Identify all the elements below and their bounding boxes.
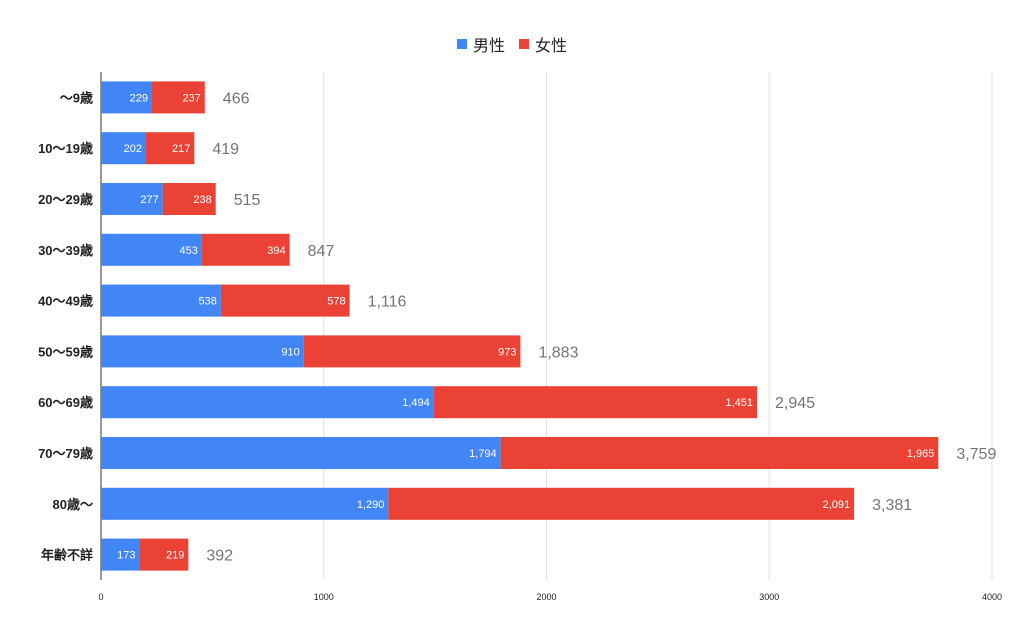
bar-segment: [500, 437, 939, 469]
total-label: 419: [212, 141, 239, 158]
x-tick-label: 0: [98, 592, 103, 602]
bar-segment: [433, 386, 757, 419]
bar-segment: [388, 487, 855, 520]
data-label: 1,451: [725, 397, 753, 409]
bar-segment: [201, 233, 290, 266]
data-label: 578: [327, 296, 345, 308]
category-label: 40〜49歳: [38, 294, 93, 309]
bar-segment: [101, 386, 434, 419]
bar-segment: [101, 284, 221, 317]
total-label: 3,759: [956, 446, 996, 463]
legend-item[interactable]: 女性: [519, 32, 567, 56]
data-label: 229: [130, 92, 148, 104]
bar-segment: [220, 284, 350, 317]
data-label: 538: [198, 296, 216, 308]
category-label: 50〜59歳: [38, 344, 93, 359]
category-label: 〜9歳: [60, 90, 93, 105]
total-label: 2,945: [775, 395, 815, 412]
bar-segment: [101, 335, 304, 368]
total-label: 1,116: [368, 294, 407, 311]
category-label: 30〜39歳: [38, 243, 93, 258]
bar-segment: [101, 538, 140, 571]
x-tick-label: 2000: [536, 592, 556, 602]
bar-segment: [145, 132, 195, 165]
x-tick-label: 1000: [314, 592, 334, 602]
data-label: 202: [124, 143, 142, 155]
bar-segment: [303, 335, 521, 368]
data-label: 2,091: [823, 499, 851, 511]
total-label: 466: [223, 90, 250, 107]
bar-segment: [101, 487, 389, 520]
total-label: 1,883: [538, 344, 578, 361]
category-label: 60〜69歳: [38, 395, 93, 410]
data-label: 453: [180, 245, 198, 257]
bar-segment: [101, 183, 163, 215]
legend-swatch: [456, 39, 467, 49]
data-label: 973: [498, 346, 516, 358]
data-label: 238: [193, 194, 211, 206]
bar-segment: [101, 132, 146, 165]
x-tick-label: 3000: [759, 592, 779, 602]
legend-label: 女性: [535, 38, 568, 55]
legend-item[interactable]: 男性: [456, 32, 505, 56]
data-label: 217: [172, 143, 190, 155]
data-label: 1,965: [907, 448, 935, 460]
legend-label: 男性: [472, 38, 505, 55]
data-label: 1,290: [357, 499, 385, 511]
bar-segment: [101, 81, 153, 114]
category-label: 年齢不詳: [41, 548, 93, 563]
total-label: 3,381: [872, 497, 912, 514]
category-label: 20〜29歳: [38, 192, 93, 207]
bar-segment: [152, 81, 205, 114]
bar-segment: [162, 183, 216, 215]
bar-segment: [101, 437, 501, 469]
total-label: 392: [206, 548, 233, 565]
data-label: 173: [117, 550, 135, 562]
category-label: 80歳〜: [53, 497, 93, 512]
data-label: 910: [281, 346, 299, 358]
bar-segment: [139, 538, 189, 571]
data-label: 394: [267, 245, 285, 257]
category-label: 70〜79歳: [38, 446, 93, 461]
category-label: 10〜19歳: [38, 141, 93, 156]
legend-swatch: [519, 39, 529, 49]
data-label: 277: [140, 194, 158, 206]
x-tick-label: 4000: [982, 592, 1002, 602]
legend: 男性 女性: [0, 32, 1024, 56]
bar-segment: [101, 233, 202, 266]
total-label: 847: [308, 243, 335, 260]
total-label: 515: [234, 192, 261, 209]
data-label: 1,494: [402, 397, 430, 409]
data-label: 1,794: [469, 448, 497, 460]
data-label: 219: [166, 550, 184, 562]
data-label: 237: [182, 92, 200, 104]
